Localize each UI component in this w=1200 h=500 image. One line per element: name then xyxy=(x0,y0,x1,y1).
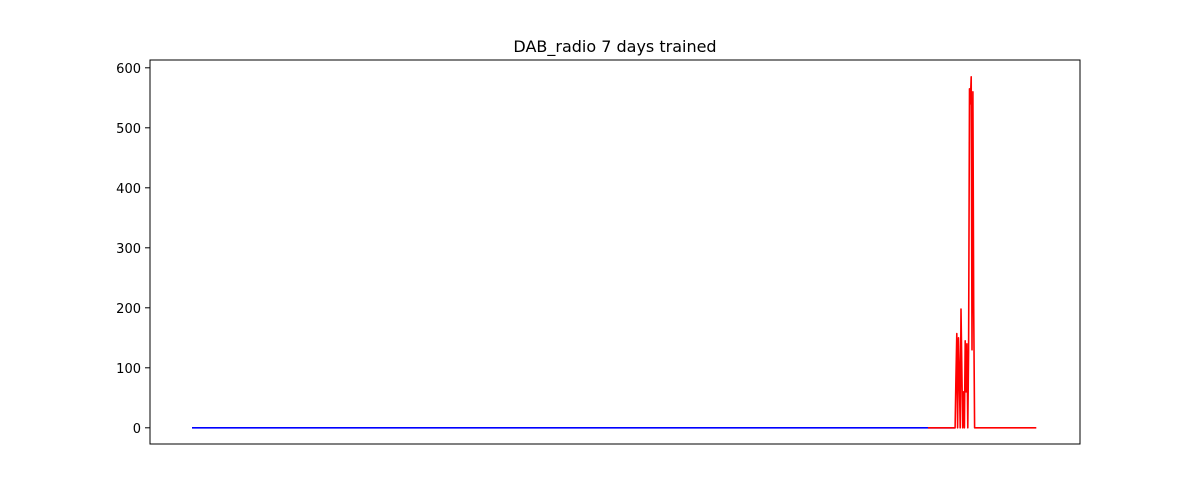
plot-frame xyxy=(149,59,1081,445)
y-axis: 0 100 200 300 400 500 600 xyxy=(116,62,150,437)
y-tick-label: 400 xyxy=(116,182,141,197)
series-line-1 xyxy=(928,76,1037,429)
y-tick-label: 500 xyxy=(116,122,141,137)
chart-title: DAB_radio 7 days trained xyxy=(513,37,716,57)
y-tick-label: 200 xyxy=(116,302,141,317)
y-tick-label: 600 xyxy=(116,62,141,77)
y-tick-label: 0 xyxy=(133,422,141,437)
y-tick-label: 100 xyxy=(116,362,141,377)
y-tick-label: 300 xyxy=(116,242,141,257)
plot-area xyxy=(192,76,1037,429)
